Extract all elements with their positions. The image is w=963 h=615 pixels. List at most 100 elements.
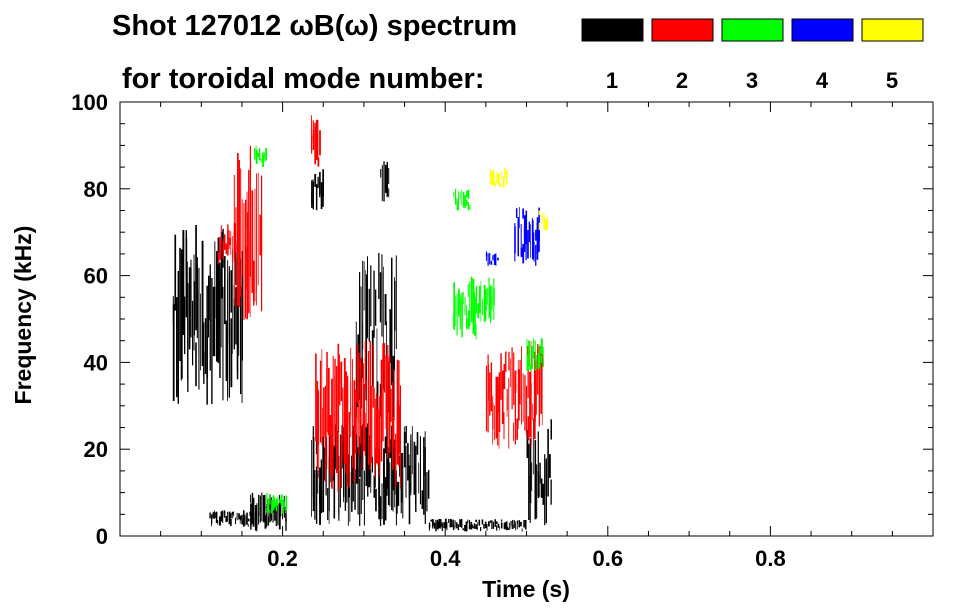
spectrum-mark (211, 278, 213, 404)
spectrum-mark (530, 382, 532, 447)
spectrum-mark (456, 522, 458, 529)
spectrum-mark (322, 189, 324, 207)
spectrum-mark (369, 340, 371, 370)
spectrum-mark (271, 499, 273, 514)
spectrum-mark (238, 513, 240, 520)
spectrum-mark (402, 452, 404, 519)
spectrum-mark (522, 208, 524, 219)
x-axis-label: Time (s) (482, 576, 570, 602)
spectrum-mark (528, 221, 530, 243)
mode-2-region (217, 224, 235, 267)
spectrum-mark (490, 260, 493, 265)
spectrum-mark (244, 514, 246, 526)
legend-swatch-mode-4 (791, 18, 854, 42)
spectrum-mark (209, 264, 211, 371)
spectrum-mark (449, 519, 452, 528)
spectrum-mark (348, 412, 350, 488)
y-tick-label: 0 (96, 524, 108, 549)
spectrum-mark (490, 362, 493, 412)
spectrum-mark (225, 320, 228, 381)
spectrum-mark (539, 462, 541, 484)
spectrum-mark (351, 359, 353, 468)
spectrum-mark (193, 254, 195, 351)
mode-5-region (489, 167, 508, 189)
spectrum-mark (254, 511, 257, 525)
spectrum-mark (332, 423, 334, 478)
spectrum-mark (397, 481, 400, 506)
spectrum-mark (438, 518, 441, 529)
spectrum-mark (320, 182, 323, 210)
legend-swatch-mode-5 (861, 18, 924, 42)
spectrum-mark (517, 369, 520, 421)
spectrum-mark (277, 503, 279, 526)
spectrum-mark (537, 344, 539, 395)
spectrum-mark (334, 358, 336, 437)
spectrum-mark (259, 495, 261, 523)
legend-swatch-mode-3 (721, 18, 784, 42)
spectrum-mark (247, 523, 249, 527)
spectrum-mark (198, 267, 200, 354)
spectrum-mark (341, 425, 343, 469)
spectrum-mark (203, 322, 205, 378)
spectrum-mark (460, 518, 463, 528)
spectrum-mark (418, 462, 420, 494)
spectrum-mark (360, 447, 362, 515)
spectrum-mark (320, 459, 322, 513)
spectrum-mark (337, 381, 339, 492)
spectrum-mark (469, 281, 471, 326)
y-tick-label: 80 (84, 177, 108, 202)
mode-3-region (526, 338, 544, 371)
spectrum-mark (329, 415, 332, 474)
spectrum-mark (451, 519, 453, 528)
spectrum-mark (383, 343, 386, 393)
spectrum-mark (253, 260, 255, 306)
spectrum-mark (394, 439, 396, 508)
spectrum-mark (516, 418, 518, 440)
spectrum-mark (236, 243, 239, 371)
mode-3-region (453, 276, 495, 340)
spectrum-mark (375, 393, 378, 464)
spectrum-mark (265, 150, 267, 162)
spectrum-mark (515, 524, 517, 529)
spectrum-mark (383, 161, 385, 202)
spectrum-mark (494, 519, 496, 527)
spectrum-mark (195, 342, 197, 387)
spectrum-mark (361, 358, 363, 471)
legend-swatch-mode-2 (651, 18, 714, 42)
spectrum-mark (466, 305, 467, 330)
spectrum-mark (375, 488, 377, 512)
spectrum-mark (228, 266, 230, 344)
spectrum-mark (174, 234, 177, 311)
spectrum-mark (323, 387, 325, 438)
axis-ticks: 0.2 0.4 0.6 0.8 0 20 40 60 80 100 (71, 90, 933, 571)
spectrum-mark (233, 238, 235, 259)
spectrum-mark (285, 503, 287, 514)
spectrum-mark (256, 517, 258, 532)
spectrum-mark (509, 358, 511, 388)
spectrum-mark (228, 230, 230, 249)
spectrum-mark (466, 318, 468, 329)
spectrum-mark (497, 257, 499, 261)
spectrum-mark (453, 282, 455, 330)
spectrum-mark (359, 398, 362, 430)
spectrum-mark (396, 400, 399, 465)
spectrum-mark (485, 253, 487, 261)
spectrum-mark (317, 157, 320, 167)
spectrum-mark (374, 387, 376, 479)
spectrum-mark (230, 518, 232, 527)
spectrum-mark (275, 498, 278, 512)
spectrum-mark (523, 226, 526, 252)
spectrum-mark (383, 266, 384, 344)
spectrum-mark (347, 375, 349, 425)
spectrum-mark (454, 520, 456, 527)
mode-1-region (209, 510, 255, 527)
spectrum-mark (333, 445, 336, 519)
spectrum-mark (535, 244, 537, 266)
spectrum-mark (421, 490, 424, 509)
spectrum-mark (510, 525, 512, 529)
spectrum-mark (483, 285, 486, 322)
spectrum-mark (497, 173, 500, 185)
spectrum-mark (267, 516, 270, 526)
spectrum-mark (249, 145, 251, 277)
spectrum-mark (357, 447, 359, 484)
